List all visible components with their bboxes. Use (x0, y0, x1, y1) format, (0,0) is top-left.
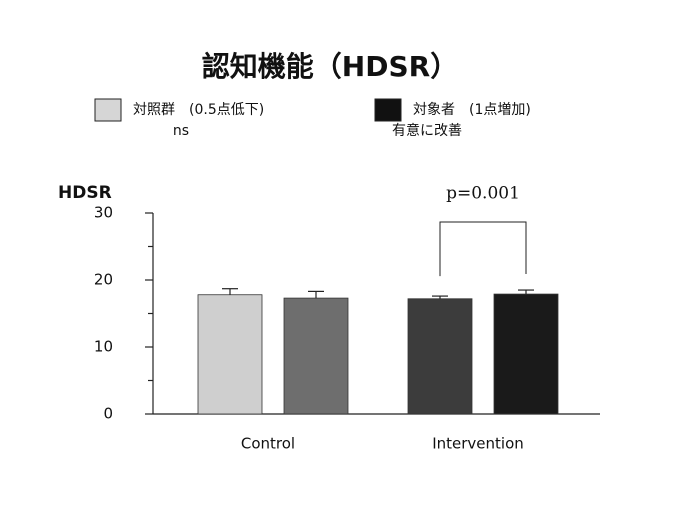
x-tick-label: Control (241, 435, 295, 453)
legend-note: ns (173, 123, 189, 139)
x-tick-label: Intervention (432, 435, 524, 453)
bar (197, 294, 263, 415)
y-tick-label: 20 (94, 271, 113, 289)
legend-swatch (374, 98, 402, 122)
significance-bracket (439, 221, 527, 277)
annotation: p=0.001 (446, 184, 520, 204)
legend-swatch (94, 98, 122, 122)
bar (283, 297, 349, 415)
legend-label: 対照群 (0.5点低下) (133, 102, 264, 118)
y-axis-label: HDSR (58, 183, 112, 203)
chart-title: 認知機能（HDSR） (202, 50, 458, 83)
bar (407, 298, 473, 415)
legend-note: 有意に改善 (392, 122, 462, 139)
y-tick-label: 0 (103, 405, 113, 423)
y-tick-label: 10 (94, 338, 113, 356)
bar (493, 293, 559, 415)
y-tick-label: 30 (94, 204, 113, 222)
legend-label: 対象者 (1点増加) (413, 102, 531, 118)
